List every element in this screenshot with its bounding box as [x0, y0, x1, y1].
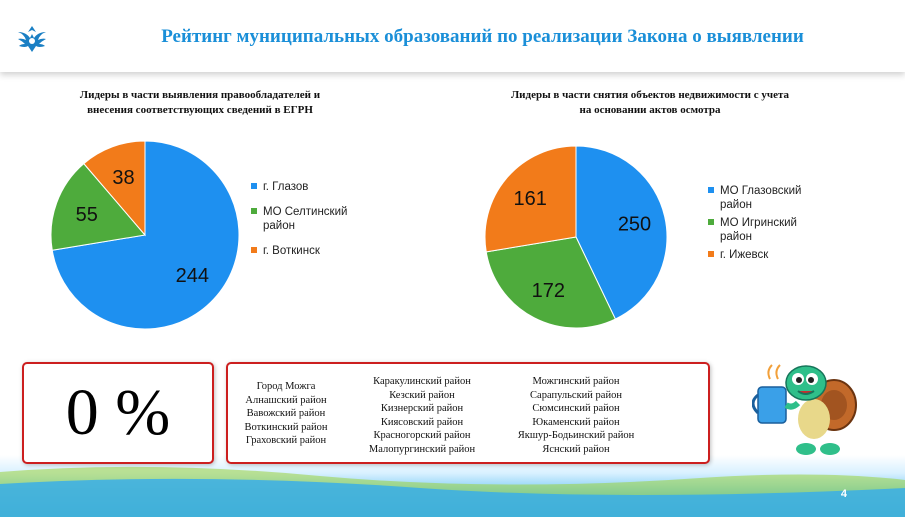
district-item: Каракулинский район — [373, 376, 471, 387]
right-chart-legend: МО Глазовский район МО Игринский район г… — [708, 184, 823, 273]
percent-box: 0 % — [22, 362, 214, 464]
turtle-mascot-illustration — [752, 364, 857, 455]
legend-swatch — [251, 183, 257, 189]
slide-header: Рейтинг муниципальных образований по реа… — [0, 0, 905, 72]
legend-label: г. Воткинск — [263, 245, 320, 257]
pie-data-label: 244 — [176, 265, 209, 287]
pie-data-label: 250 — [618, 214, 651, 236]
districts-box: Город Можга Алнашский район Вавожский ра… — [226, 362, 710, 464]
districts-column-3: Можгинский район Сарапульский район Сюмс… — [512, 375, 640, 457]
right-chart-title-line2: на основании актов осмотра — [579, 104, 721, 116]
pie-data-label: 55 — [76, 204, 98, 226]
district-item: Красногорский район — [373, 430, 471, 442]
legend-label: г. Ижевск — [720, 249, 769, 261]
percent-value: 0 % — [65, 376, 171, 449]
districts-column-2: Каракулинский район Кезский район Кизнер… — [362, 375, 482, 457]
left-chart-title: Лидеры в части выявления правообладателе… — [40, 88, 360, 118]
left-chart-title-line2: внесения соответствующих сведений в ЕГРН — [87, 104, 313, 116]
legend-swatch — [708, 187, 714, 193]
pie-slice — [83, 140, 146, 237]
district-item: Сюмсинский район — [532, 403, 620, 415]
legend-swatch — [708, 219, 714, 225]
pie-data-label: 172 — [532, 280, 565, 302]
pie-slice — [575, 145, 668, 320]
district-item: Киясовский район — [380, 416, 464, 428]
legend-label: МО Игринский район — [720, 217, 797, 243]
right-chart-title: Лидеры в части снятия объектов недвижимо… — [470, 88, 830, 118]
district-item: Юкаменский район — [532, 416, 620, 428]
districts-column-1: Город Можга Алнашский район Вавожский ра… — [238, 380, 334, 448]
legend-item-glazov: г. Глазов — [251, 180, 361, 194]
emblem-icon — [18, 26, 46, 52]
legend-item-igra: МО Игринский район — [708, 216, 823, 244]
footer-green-wave — [0, 466, 905, 517]
pie-slice — [50, 162, 146, 251]
legend-swatch — [251, 247, 257, 253]
legend-item-votkinsk: г. Воткинск — [251, 244, 361, 258]
district-item: Вавожский район — [246, 408, 326, 420]
slide-title: Рейтинг муниципальных образований по реа… — [161, 26, 804, 47]
legend-item-izhevsk: г. Ижевск — [708, 248, 823, 262]
pie-slice — [485, 236, 617, 329]
pie-data-label: 38 — [112, 167, 134, 189]
district-item: Кизнерский район — [380, 403, 464, 415]
district-item: Воткинский район — [244, 421, 328, 433]
left-chart-title-line1: Лидеры в части выявления правообладателе… — [79, 89, 321, 101]
district-item: Можгинский район — [532, 376, 620, 387]
legend-label: МО Глазовский район — [720, 185, 802, 211]
page-number: 4 — [840, 488, 847, 500]
left-pie-chart: 244 55 38 — [50, 140, 240, 330]
district-item: Малопургинский район — [368, 443, 476, 455]
legend-label: МО Селтинский район — [263, 206, 348, 232]
legend-swatch — [708, 251, 714, 257]
district-item: Сарапульский район — [530, 389, 622, 401]
district-item: Граховский район — [245, 435, 327, 447]
district-item: Кезский район — [389, 389, 455, 401]
pie-data-label: 161 — [514, 188, 547, 210]
district-item: Яснский район — [542, 443, 610, 455]
right-chart-title-line1: Лидеры в части снятия объектов недвижимо… — [510, 89, 790, 101]
district-item: Якшур-Бодьинский район — [517, 430, 635, 442]
legend-item-selty: МО Селтинский район — [251, 205, 361, 233]
left-chart-legend: г. Глазов МО Селтинский район г. Воткинс… — [251, 180, 361, 269]
pie-slice — [484, 145, 577, 253]
right-pie-chart: 250 172 161 — [484, 145, 668, 329]
legend-label: г. Глазов — [263, 181, 309, 193]
legend-item-glazov-district: МО Глазовский район — [708, 184, 823, 212]
legend-swatch — [251, 208, 257, 214]
district-item: Алнашский район — [245, 394, 327, 406]
district-item: Город Можга — [256, 381, 316, 392]
